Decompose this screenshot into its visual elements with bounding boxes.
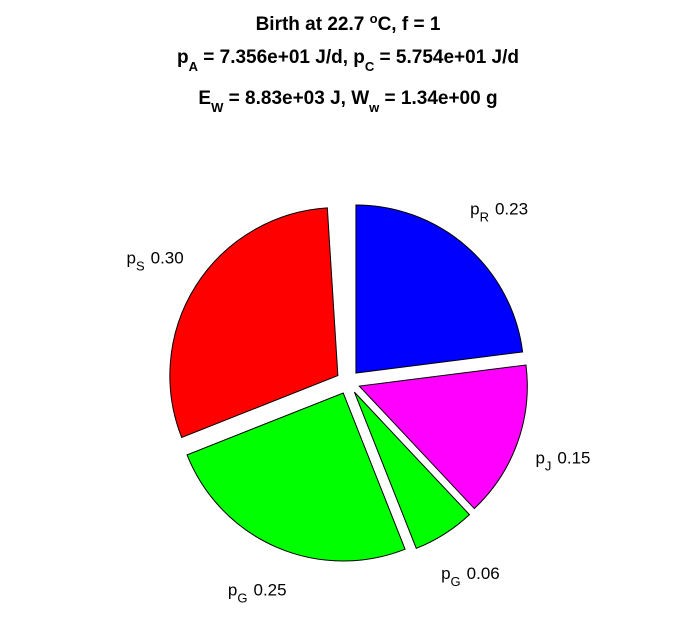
slice-name: p bbox=[228, 581, 237, 600]
chart-title: pA = 7.356e+01 J/d, pC = 5.754e+01 J/d bbox=[177, 47, 519, 74]
pie-slice bbox=[358, 364, 528, 510]
title-text: = 8.83e+03 J, W bbox=[223, 88, 369, 109]
title-text: = 1.34e+00 g bbox=[379, 88, 497, 109]
slice-value-label: 0.25 bbox=[254, 581, 287, 600]
slice-name-subscript: R bbox=[480, 210, 489, 225]
slice-label: pG 0.25 bbox=[228, 581, 287, 605]
chart-title: EW = 8.83e+03 J, Ww = 1.34e+00 g bbox=[198, 88, 497, 115]
title-text: p bbox=[177, 47, 189, 68]
pie-slice bbox=[353, 391, 471, 549]
slice-name: p bbox=[535, 449, 544, 468]
pie-slice bbox=[169, 207, 339, 439]
slice-label: pJ 0.15 bbox=[535, 449, 590, 473]
title-superscript: o bbox=[370, 11, 378, 26]
chart-title: Birth at 22.7 oC, f = 1 bbox=[256, 11, 441, 36]
title-subscript: A bbox=[189, 59, 199, 74]
slice-name-subscript: S bbox=[136, 259, 145, 274]
slice-value-label: 0.23 bbox=[495, 200, 528, 219]
title-text: Birth at 22.7 bbox=[256, 14, 370, 35]
slice-label: pR 0.23 bbox=[470, 200, 528, 224]
slice-name-subscript: J bbox=[545, 458, 552, 473]
slice-value-label: 0.15 bbox=[557, 449, 590, 468]
slice-name: p bbox=[126, 249, 135, 268]
title-text: E bbox=[198, 88, 211, 109]
slice-name-subscript: G bbox=[451, 574, 461, 589]
pie-slice bbox=[355, 204, 524, 374]
title-subscript: w bbox=[368, 100, 380, 115]
slice-value-label: 0.30 bbox=[151, 249, 184, 268]
title-text: = 5.754e+01 J/d bbox=[374, 47, 519, 68]
title-text: = 7.356e+01 J/d, p bbox=[198, 47, 365, 68]
title-text: C, f = 1 bbox=[378, 14, 441, 35]
slice-name-subscript: G bbox=[237, 591, 247, 606]
title-subscript: C bbox=[365, 59, 375, 74]
pie-slice bbox=[186, 392, 406, 562]
slice-name: p bbox=[441, 564, 450, 583]
title-subscript: W bbox=[211, 100, 224, 115]
slice-value-label: 0.06 bbox=[467, 564, 500, 583]
slice-label: pG 0.06 bbox=[441, 564, 500, 588]
slice-name: p bbox=[470, 200, 479, 219]
slice-label: pS 0.30 bbox=[126, 249, 183, 273]
